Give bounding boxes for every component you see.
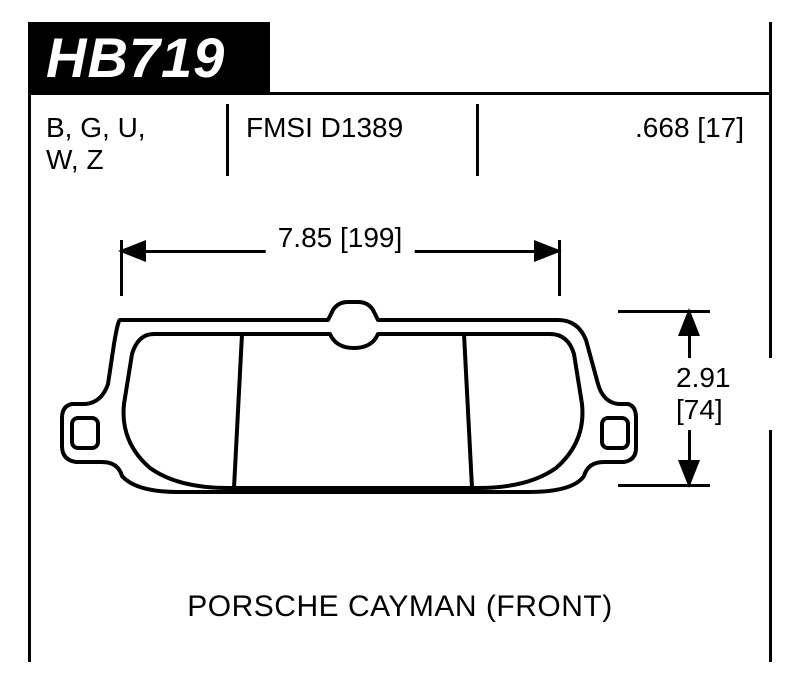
compounds-line2: W, Z <box>46 144 210 176</box>
spec-fmsi: FMSI D1389 <box>228 104 478 184</box>
spec-row: B, G, U, W, Z FMSI D1389 .668 [17] <box>28 104 772 184</box>
diagram-area: 7.85 [199] 2.91 [74] <box>28 230 772 610</box>
pad-groove-left <box>234 334 242 488</box>
height-line2: [74] <box>676 394 776 426</box>
arrow-left-icon <box>118 240 146 262</box>
spec-divider-2 <box>476 104 479 176</box>
compounds-line1: B, G, U, <box>46 112 210 144</box>
part-number-text: HB719 <box>46 25 225 90</box>
height-label: 2.91 [74] <box>676 358 776 430</box>
spec-thickness: .668 [17] <box>478 104 772 184</box>
arrow-down-icon <box>678 460 700 488</box>
thickness-text: .668 [17] <box>635 112 744 143</box>
part-number-title: HB719 <box>28 22 270 92</box>
vehicle-label: PORSCHE CAYMAN (FRONT) <box>0 590 800 624</box>
mount-slot-left <box>72 418 98 448</box>
arrow-up-icon <box>678 308 700 336</box>
fmsi-text: FMSI D1389 <box>246 112 403 143</box>
arrow-right-icon <box>534 240 562 262</box>
brake-pad-diagram <box>58 292 638 512</box>
spec-divider-1 <box>226 104 229 176</box>
height-line1: 2.91 <box>676 362 776 394</box>
width-label: 7.85 [199] <box>266 222 415 254</box>
pad-outer-outline <box>62 302 636 492</box>
width-dimension: 7.85 [199] <box>120 230 560 270</box>
spec-compounds: B, G, U, W, Z <box>28 104 228 184</box>
horizontal-rule <box>28 92 772 95</box>
pad-groove-right <box>464 334 472 488</box>
mount-slot-right <box>602 418 628 448</box>
pad-inner-outline <box>124 334 583 488</box>
